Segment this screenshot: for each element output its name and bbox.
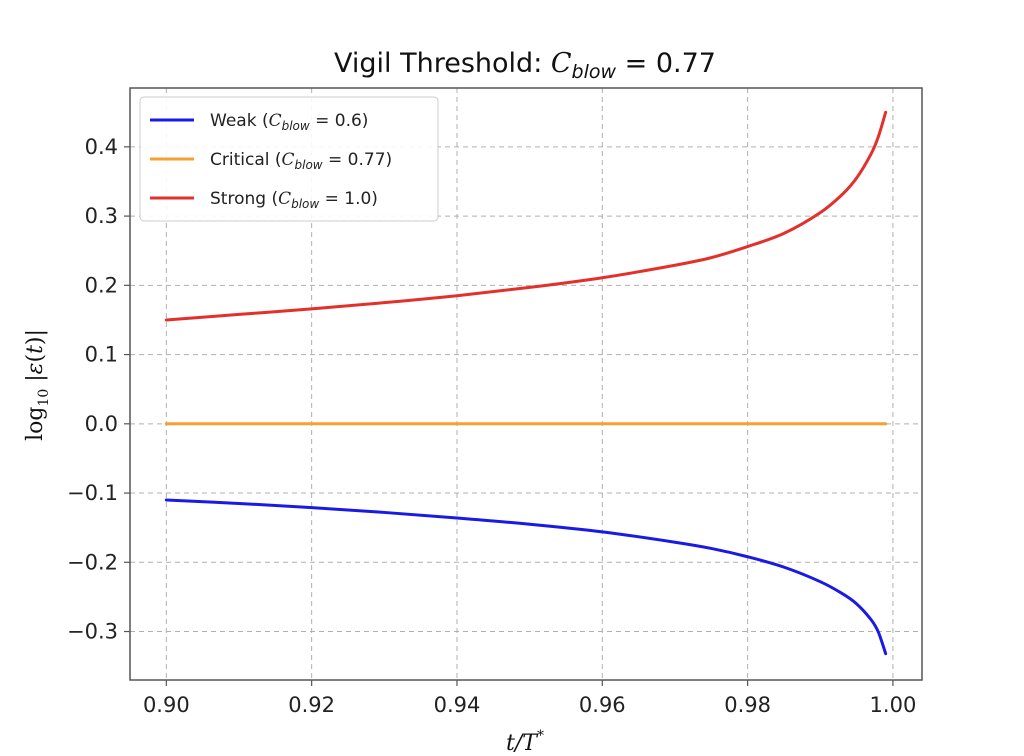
x-tick-label: 0.96: [579, 693, 626, 717]
y-tick-label: 0.1: [85, 343, 118, 367]
y-tick-label: −0.2: [67, 550, 118, 574]
y-tick-label: 0.4: [85, 135, 118, 159]
x-axis-label: t/T*: [506, 728, 544, 756]
y-tick-label: 0.2: [85, 273, 118, 297]
x-tick-label: 0.90: [143, 693, 190, 717]
legend-label-weak: Weak (Cblow = 0.6): [210, 111, 368, 133]
y-tick-label: 0.3: [85, 204, 118, 228]
y-tick-label: 0.0: [85, 412, 118, 436]
legend-box: [139, 96, 439, 222]
chart-title: Vigil Threshold: Cblow = 0.77: [334, 48, 716, 83]
x-tick-label: 1.00: [870, 693, 917, 717]
x-axis-ticks: 0.90 0.92 0.94 0.96 0.98 1.00: [143, 680, 916, 717]
axes-frame: [129, 87, 923, 681]
series-line-weak: [164, 498, 888, 656]
y-tick-label: −0.3: [67, 620, 118, 644]
legend-label-strong: Strong (Cblow = 1.0): [210, 189, 378, 211]
y-axis-label: log10 |ε(t)|: [23, 329, 52, 441]
plot-series: [164, 110, 888, 656]
x-tick-label: 0.92: [288, 693, 335, 717]
legend: Weak (Cblow = 0.6) Critical (Cblow = 0.77…: [139, 96, 439, 222]
x-tick-label: 0.94: [434, 693, 481, 717]
legend-label-critical: Critical (Cblow = 0.77): [210, 150, 392, 172]
x-tick-label: 0.98: [724, 693, 771, 717]
y-tick-label: −0.1: [67, 481, 118, 505]
series-line-strong: [164, 110, 888, 322]
y-axis-ticks: −0.3 −0.2 −0.1 0.0 0.1 0.2 0.3 0.4: [67, 135, 130, 644]
